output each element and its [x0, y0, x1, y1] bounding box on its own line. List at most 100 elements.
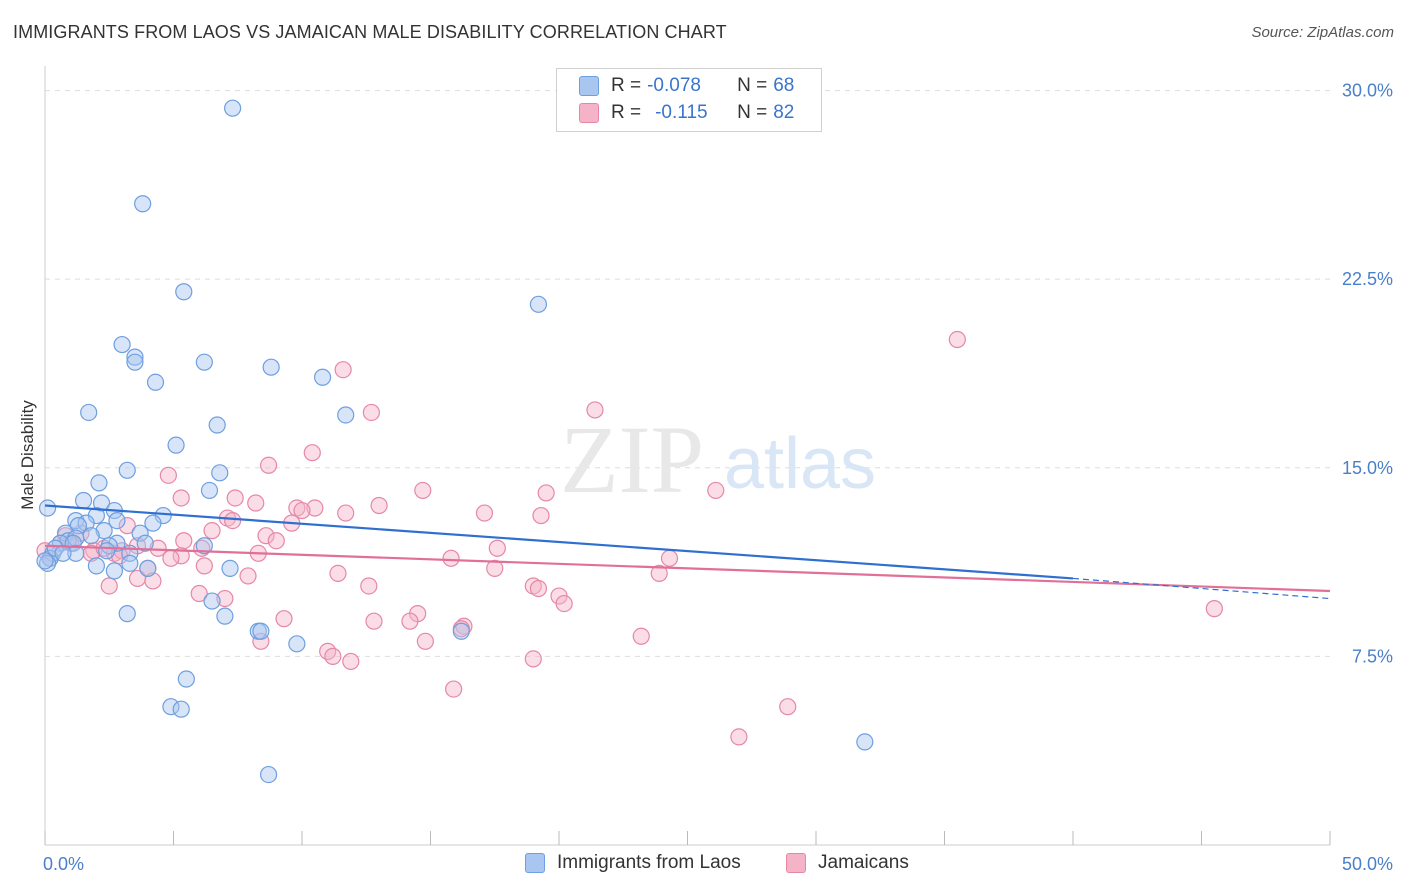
x-tick-label: 0.0% [43, 854, 84, 874]
jamaicans-point [445, 680, 463, 698]
laos-point [252, 622, 270, 640]
bottom-legend-laos: Immigrants from Laos [525, 852, 741, 874]
jamaicans-point [159, 466, 177, 484]
laos-point [38, 499, 57, 517]
jamaicans-point [416, 632, 434, 650]
jamaicans-point [532, 506, 550, 525]
laos-point [177, 670, 195, 688]
legend-n-value: 82 [773, 102, 795, 123]
laos-point [208, 416, 226, 434]
laos-point [529, 295, 548, 313]
laos-point [69, 517, 88, 535]
legend-n-label: N = [737, 102, 768, 123]
laos-point [121, 554, 139, 572]
jamaicans-point [144, 572, 162, 590]
jamaicans-point [334, 361, 352, 379]
y-tick-label: 22.5% [1342, 269, 1393, 289]
jamaicans-point [414, 481, 432, 500]
laos-points [36, 99, 874, 784]
legend-row-laos: R = -0.078 N = 68 [579, 74, 794, 98]
jamaicans-point [239, 567, 257, 585]
jamaicans-point [370, 496, 388, 515]
jamaicans-point [319, 642, 337, 660]
jamaicans-point [632, 627, 650, 645]
chart-title: IMMIGRANTS FROM LAOS VS JAMAICAN MALE DI… [13, 22, 727, 42]
jamaicans-point [224, 511, 242, 530]
jamaicans-point [524, 650, 542, 668]
jamaicans-point [172, 547, 190, 565]
legend-r-value: -0.078 [647, 75, 701, 96]
source-credit: Source: ZipAtlas.com [1251, 24, 1394, 41]
jamaicans-point [362, 403, 380, 422]
trend-lines [44, 504, 1331, 600]
laos-point [118, 461, 136, 479]
jamaicans-point [100, 577, 118, 595]
laos-point [105, 562, 123, 580]
tick-labels: 7.5% 15.0% 22.5% 30.0% 0.0% 50.0% [43, 81, 1393, 874]
jamaicans-point [303, 444, 321, 462]
bottom-legend-label-jamaicans: Jamaicans [818, 852, 909, 873]
jamaicans-point [660, 549, 679, 567]
jamaicans-point [324, 647, 342, 665]
jamaicans-point [267, 532, 285, 550]
jamaicans-point [342, 652, 360, 671]
laos-point [211, 464, 229, 482]
jamaicans-point [247, 494, 265, 512]
jamaicans-point [293, 501, 311, 520]
legend-n-value: 68 [773, 75, 795, 96]
watermark-atlas: atlas [724, 424, 876, 504]
jamaicans-point [337, 504, 355, 522]
legend-swatch-laos [579, 76, 599, 96]
laos-point [87, 557, 106, 575]
laos-trend-extension [1072, 577, 1331, 600]
jamaicans-point [190, 584, 208, 603]
bottom-legend-swatch-laos [525, 853, 545, 873]
laos-point [203, 592, 221, 610]
jamaicans-point [537, 484, 555, 502]
laos-point [82, 527, 100, 545]
laos-point [67, 544, 85, 562]
legend-r-label: R = [611, 75, 642, 96]
laos-point [172, 700, 190, 718]
laos-point [95, 522, 113, 540]
laos-point [195, 537, 213, 555]
laos-point [139, 559, 157, 577]
bottom-legend-label-laos: Immigrants from Laos [557, 852, 741, 873]
jamaicans-point [226, 489, 244, 507]
y-tick-label: 15.0% [1342, 458, 1393, 478]
legend-row-jamaicans: R = -0.115 N = 82 [579, 101, 794, 125]
legend-r-value: -0.115 [655, 102, 708, 123]
jamaicans-point [948, 330, 966, 349]
jamaicans-point [329, 564, 347, 583]
jamaicans-point [442, 549, 460, 567]
laos-point [313, 368, 332, 386]
jamaicans-point [252, 632, 270, 650]
laos-point [337, 406, 355, 424]
laos-point [113, 335, 131, 354]
jamaicans-point [175, 532, 193, 550]
jamaicans-trend-line [44, 544, 1331, 593]
jamaicans-point [275, 610, 293, 628]
laos-point [195, 353, 213, 371]
jamaicans-point [730, 728, 748, 746]
jamaicans-points [36, 330, 1223, 746]
jamaicans-point [216, 589, 234, 608]
jamaicans-point [195, 557, 213, 575]
laos-point [80, 403, 98, 422]
laos-point [146, 373, 165, 391]
laos-point [74, 491, 93, 510]
jamaicans-point [162, 549, 180, 567]
legend-r-label: R = [611, 102, 642, 123]
laos-point [856, 733, 874, 751]
jamaicans-point [1205, 600, 1223, 618]
laos-point [262, 358, 280, 376]
jamaicans-point [586, 401, 604, 419]
legend-swatch-jamaicans [579, 103, 599, 123]
watermark-zip: ZIP [560, 406, 704, 513]
jamaicans-point [118, 517, 136, 535]
laos-point [126, 353, 144, 371]
laos-point [98, 542, 116, 560]
laos-point [54, 544, 72, 562]
y-tick-label: 30.0% [1342, 81, 1393, 101]
